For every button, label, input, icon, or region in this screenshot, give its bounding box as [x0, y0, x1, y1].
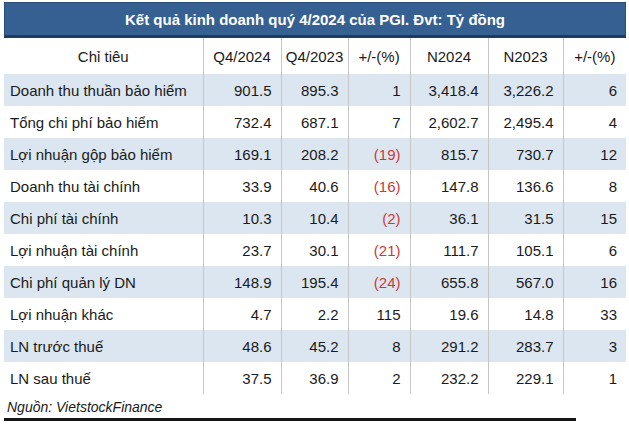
table-cell: 36.1 — [410, 202, 488, 234]
table-cell: 105.1 — [488, 234, 563, 266]
table-cell: 30.1 — [281, 234, 348, 266]
table-cell: 33 — [563, 298, 626, 330]
table-row: Doanh thu tài chính33.940.6(16)147.8136.… — [4, 170, 626, 202]
table-cell: 232.2 — [410, 362, 488, 394]
table-cell: 115 — [348, 298, 410, 330]
table-cell: (2) — [348, 202, 410, 234]
table-cell: 6 — [563, 74, 626, 106]
table-cell: 14.8 — [488, 298, 563, 330]
row-label: Doanh thu thuần bảo hiểm — [4, 74, 203, 106]
table-cell: (19) — [348, 138, 410, 170]
column-header: +/-(%) — [348, 38, 410, 74]
table-cell: 12 — [563, 138, 626, 170]
table-cell: 815.7 — [410, 138, 488, 170]
results-table: Chỉ tiêuQ4/2024Q4/2023+/-(%)N2024N2023+/… — [4, 38, 626, 394]
table-title: Kết quả kinh doanh quý 4/2024 của PGI. Đ… — [4, 2, 626, 38]
table-cell: 8 — [348, 330, 410, 362]
table-cell: 19.6 — [410, 298, 488, 330]
row-label: Chi phí quản lý DN — [4, 266, 203, 298]
column-header: N2024 — [410, 38, 488, 74]
table-cell: 291.2 — [410, 330, 488, 362]
table-cell: 2 — [348, 362, 410, 394]
pgi-results-figure: Kết quả kinh doanh quý 4/2024 của PGI. Đ… — [4, 2, 626, 421]
column-header: +/-(%) — [563, 38, 626, 74]
table-row: Tổng chi phí bảo hiểm732.4687.172,602.72… — [4, 106, 626, 138]
table-row: Doanh thu thuần bảo hiểm901.5895.313,418… — [4, 74, 626, 106]
table-cell: 31.5 — [488, 202, 563, 234]
table-cell: 4 — [563, 106, 626, 138]
table-cell: 1 — [348, 74, 410, 106]
table-cell: 3,418.4 — [410, 74, 488, 106]
bottom-rule — [4, 418, 576, 421]
source-note: Nguồn: VietstockFinance — [4, 394, 626, 418]
table-cell: 45.2 — [281, 330, 348, 362]
row-label: LN trước thuế — [4, 330, 203, 362]
table-cell: 1 — [563, 362, 626, 394]
table-row: Lợi nhuận khác4.72.211519.614.833 — [4, 298, 626, 330]
column-header: Q4/2023 — [281, 38, 348, 74]
table-cell: 2,495.4 — [488, 106, 563, 138]
table-cell: 148.9 — [203, 266, 281, 298]
column-header: Chỉ tiêu — [4, 38, 203, 74]
table-cell: 33.9 — [203, 170, 281, 202]
row-label: LN sau thuế — [4, 362, 203, 394]
table-cell: 895.3 — [281, 74, 348, 106]
table-cell: 730.7 — [488, 138, 563, 170]
table-cell: (24) — [348, 266, 410, 298]
table-cell: 687.1 — [281, 106, 348, 138]
table-cell: 6 — [563, 234, 626, 266]
table-header: Chỉ tiêuQ4/2024Q4/2023+/-(%)N2024N2023+/… — [4, 38, 626, 74]
table-row: Lợi nhuận gộp bảo hiểm169.1208.2(19)815.… — [4, 138, 626, 170]
column-header: Q4/2024 — [203, 38, 281, 74]
table-row: Chi phí tài chính10.310.4(2)36.131.515 — [4, 202, 626, 234]
table-cell: 3 — [563, 330, 626, 362]
column-header: N2023 — [488, 38, 563, 74]
row-label: Lợi nhuận khác — [4, 298, 203, 330]
table-cell: 7 — [348, 106, 410, 138]
table-cell: 2,602.7 — [410, 106, 488, 138]
table-cell: 3,226.2 — [488, 74, 563, 106]
table-cell: 567.0 — [488, 266, 563, 298]
table-cell: 901.5 — [203, 74, 281, 106]
table-cell: (16) — [348, 170, 410, 202]
table-cell: 136.6 — [488, 170, 563, 202]
table-cell: 10.4 — [281, 202, 348, 234]
table-cell: 48.6 — [203, 330, 281, 362]
table-row: Lợi nhuận tài chính23.730.1(21)111.7105.… — [4, 234, 626, 266]
row-label: Lợi nhuận tài chính — [4, 234, 203, 266]
table-cell: 15 — [563, 202, 626, 234]
table-cell: 36.9 — [281, 362, 348, 394]
row-label: Chi phí tài chính — [4, 202, 203, 234]
table-cell: 16 — [563, 266, 626, 298]
table-cell: 40.6 — [281, 170, 348, 202]
table-cell: 169.1 — [203, 138, 281, 170]
header-row: Chỉ tiêuQ4/2024Q4/2023+/-(%)N2024N2023+/… — [4, 38, 626, 74]
table-cell: 2.2 — [281, 298, 348, 330]
table-row: LN trước thuế48.645.28291.2283.73 — [4, 330, 626, 362]
row-label: Tổng chi phí bảo hiểm — [4, 106, 203, 138]
table-cell: 4.7 — [203, 298, 281, 330]
table-cell: 195.4 — [281, 266, 348, 298]
table-cell: 147.8 — [410, 170, 488, 202]
table-cell: 732.4 — [203, 106, 281, 138]
table-cell: 283.7 — [488, 330, 563, 362]
table-row: Chi phí quản lý DN148.9195.4(24)655.8567… — [4, 266, 626, 298]
table-cell: 8 — [563, 170, 626, 202]
table-cell: 655.8 — [410, 266, 488, 298]
table-cell: 229.1 — [488, 362, 563, 394]
table-row: LN sau thuế37.536.92232.2229.11 — [4, 362, 626, 394]
table-cell: 23.7 — [203, 234, 281, 266]
table-cell: 37.5 — [203, 362, 281, 394]
table-cell: 111.7 — [410, 234, 488, 266]
table-cell: 208.2 — [281, 138, 348, 170]
table-cell: (21) — [348, 234, 410, 266]
table-cell: 10.3 — [203, 202, 281, 234]
row-label: Lợi nhuận gộp bảo hiểm — [4, 138, 203, 170]
row-label: Doanh thu tài chính — [4, 170, 203, 202]
table-body: Doanh thu thuần bảo hiểm901.5895.313,418… — [4, 74, 626, 394]
